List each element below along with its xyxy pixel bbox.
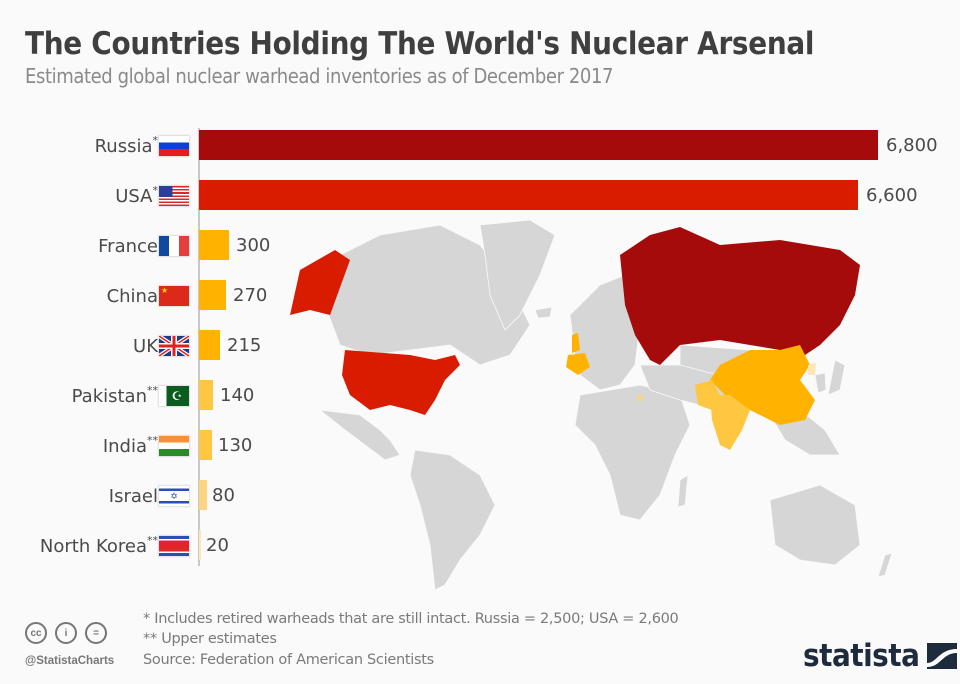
world-map xyxy=(290,219,893,591)
north-korea-flag-icon xyxy=(159,536,189,556)
value-label: 20 xyxy=(206,535,229,556)
bar-row-north-korea: North Korea** 20 xyxy=(0,530,960,564)
value-label: 215 xyxy=(227,335,262,356)
bar-row-israel: Israel ✡ 80 xyxy=(0,480,960,514)
value-label: 300 xyxy=(236,235,271,256)
india-flag-icon xyxy=(159,436,189,456)
bar xyxy=(199,130,878,160)
uk-flag-icon xyxy=(159,336,189,356)
bar-row-uk: UK 215 xyxy=(0,330,960,364)
value-label: 6,800 xyxy=(886,135,938,156)
attribution-icon: i xyxy=(55,622,77,644)
country-label: UK xyxy=(133,336,158,357)
cc-icon: cc xyxy=(25,622,47,644)
country-label: India** xyxy=(102,434,158,457)
bar-row-india: India** 130 xyxy=(0,430,960,464)
israel-flag-icon: ✡ xyxy=(159,486,189,506)
chart-axis xyxy=(198,128,200,566)
footnote-1: * Includes retired warheads that are sti… xyxy=(143,611,679,627)
bar xyxy=(199,380,213,410)
value-label: 6,600 xyxy=(866,185,918,206)
country-label: Pakistan** xyxy=(71,384,158,407)
bar xyxy=(199,230,229,260)
bar-row-pakistan: Pakistan** ☪ 140 xyxy=(0,380,960,414)
usa-flag-icon xyxy=(159,186,189,206)
twitter-handle: @StatistaCharts xyxy=(25,655,115,667)
bar xyxy=(199,480,207,510)
country-label: France xyxy=(98,236,158,257)
china-flag-icon: ★ xyxy=(159,286,189,306)
country-label: Russia* xyxy=(94,134,158,157)
bar-row-france: France 300 xyxy=(0,230,960,264)
logo-text: statista xyxy=(803,638,920,674)
statista-logo: statista xyxy=(803,638,958,674)
chart-title: The Countries Holding The World's Nuclea… xyxy=(25,26,815,62)
country-label: North Korea** xyxy=(39,534,158,557)
footnote-2: ** Upper estimates xyxy=(143,631,277,647)
bar xyxy=(199,430,212,460)
bar-row-usa: USA* 6,600 xyxy=(0,180,960,214)
value-label: 140 xyxy=(220,385,255,406)
source-note: Source: Federation of American Scientist… xyxy=(143,652,434,668)
no-derivatives-icon: = xyxy=(85,622,107,644)
country-label: USA* xyxy=(115,184,158,207)
bar xyxy=(199,180,858,210)
france-flag-icon xyxy=(159,236,189,256)
country-label: China xyxy=(106,286,158,307)
bar xyxy=(199,530,201,560)
footnotes: * Includes retired warheads that are sti… xyxy=(143,609,679,649)
license-icons: cc i = xyxy=(25,622,107,644)
value-label: 270 xyxy=(233,285,268,306)
bar xyxy=(199,280,226,310)
russia-flag-icon xyxy=(159,136,189,156)
statista-mark-icon xyxy=(927,643,958,669)
country-label: Israel xyxy=(108,486,158,507)
bar-row-china: China ★ 270 xyxy=(0,280,960,314)
value-label: 130 xyxy=(218,435,253,456)
bar xyxy=(199,330,220,360)
pakistan-flag-icon: ☪ xyxy=(159,386,189,406)
value-label: 80 xyxy=(212,485,235,506)
chart-subtitle: Estimated global nuclear warhead invento… xyxy=(25,64,614,88)
bar-row-russia: Russia* 6,800 xyxy=(0,130,960,164)
